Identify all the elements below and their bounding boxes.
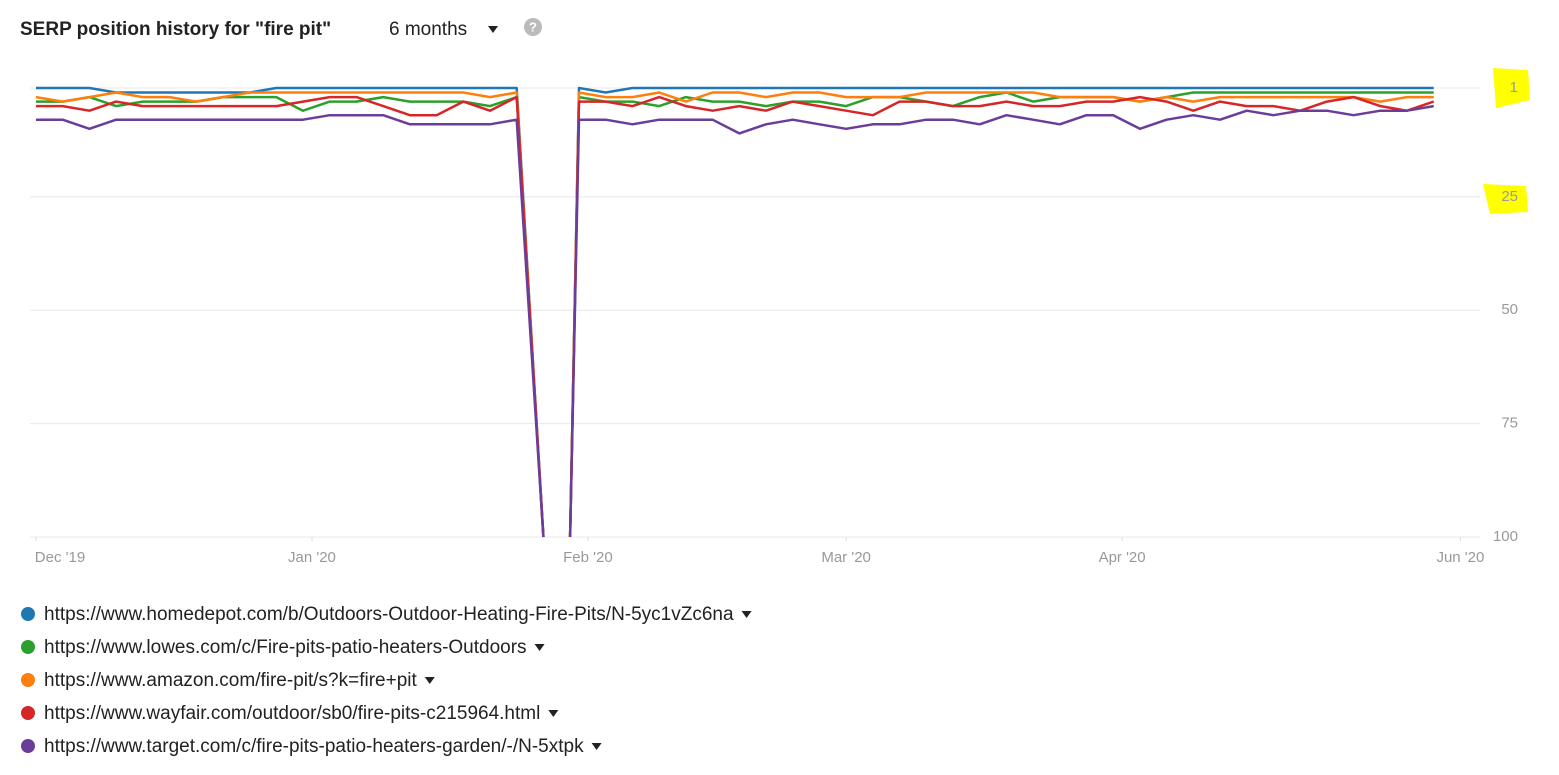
chart-title: SERP position history for "fire pit" bbox=[20, 19, 331, 40]
x-tick-label: Mar '20 bbox=[821, 549, 871, 566]
y-tick-label: 50 bbox=[1501, 301, 1518, 318]
legend-marker bbox=[21, 640, 35, 654]
series-line bbox=[35, 91, 1434, 538]
x-tick-label: Dec '19 bbox=[35, 549, 85, 566]
legend-dropdown[interactable] bbox=[534, 644, 545, 651]
legend-marker bbox=[21, 706, 35, 720]
legend-label[interactable]: https://www.target.com/c/fire-pits-patio… bbox=[44, 736, 584, 757]
series-line bbox=[36, 95, 1435, 538]
legend-label[interactable]: https://www.wayfair.com/outdoor/sb0/fire… bbox=[44, 703, 540, 724]
x-tick-label: Feb '20 bbox=[563, 549, 613, 566]
legend-dropdown[interactable] bbox=[591, 743, 602, 750]
x-tick-label: Apr '20 bbox=[1099, 549, 1146, 566]
highlight bbox=[1483, 184, 1528, 214]
help-icon-mark: ? bbox=[529, 19, 537, 34]
dropdown-arrow[interactable] bbox=[488, 26, 498, 33]
series-line bbox=[36, 91, 1434, 538]
legend-dropdown[interactable] bbox=[548, 710, 559, 717]
y-tick-label: 75 bbox=[1501, 415, 1518, 432]
y-tick-label: 25 bbox=[1501, 188, 1518, 205]
legend-marker bbox=[21, 607, 35, 621]
series-line bbox=[36, 86, 1434, 538]
x-tick-label: Jan '20 bbox=[288, 549, 336, 566]
legend-label[interactable]: https://www.lowes.com/c/Fire-pits-patio-… bbox=[44, 637, 527, 658]
x-tick-label: Jun '20 bbox=[1436, 549, 1484, 566]
legend-label[interactable]: https://www.amazon.com/fire-pit/s?k=fire… bbox=[44, 670, 417, 691]
legend-dropdown[interactable] bbox=[424, 677, 435, 684]
range-selector[interactable]: 6 months bbox=[389, 19, 467, 40]
y-tick-label: 1 bbox=[1510, 79, 1518, 96]
highlight bbox=[1493, 68, 1530, 108]
legend-label[interactable]: https://www.homedepot.com/b/Outdoors-Out… bbox=[44, 604, 734, 625]
legend-dropdown[interactable] bbox=[741, 611, 752, 618]
series-line bbox=[36, 104, 1434, 538]
y-tick-label: 100 bbox=[1493, 528, 1518, 545]
help-icon[interactable] bbox=[524, 18, 542, 36]
legend-marker bbox=[21, 673, 35, 687]
legend-marker bbox=[21, 739, 35, 753]
